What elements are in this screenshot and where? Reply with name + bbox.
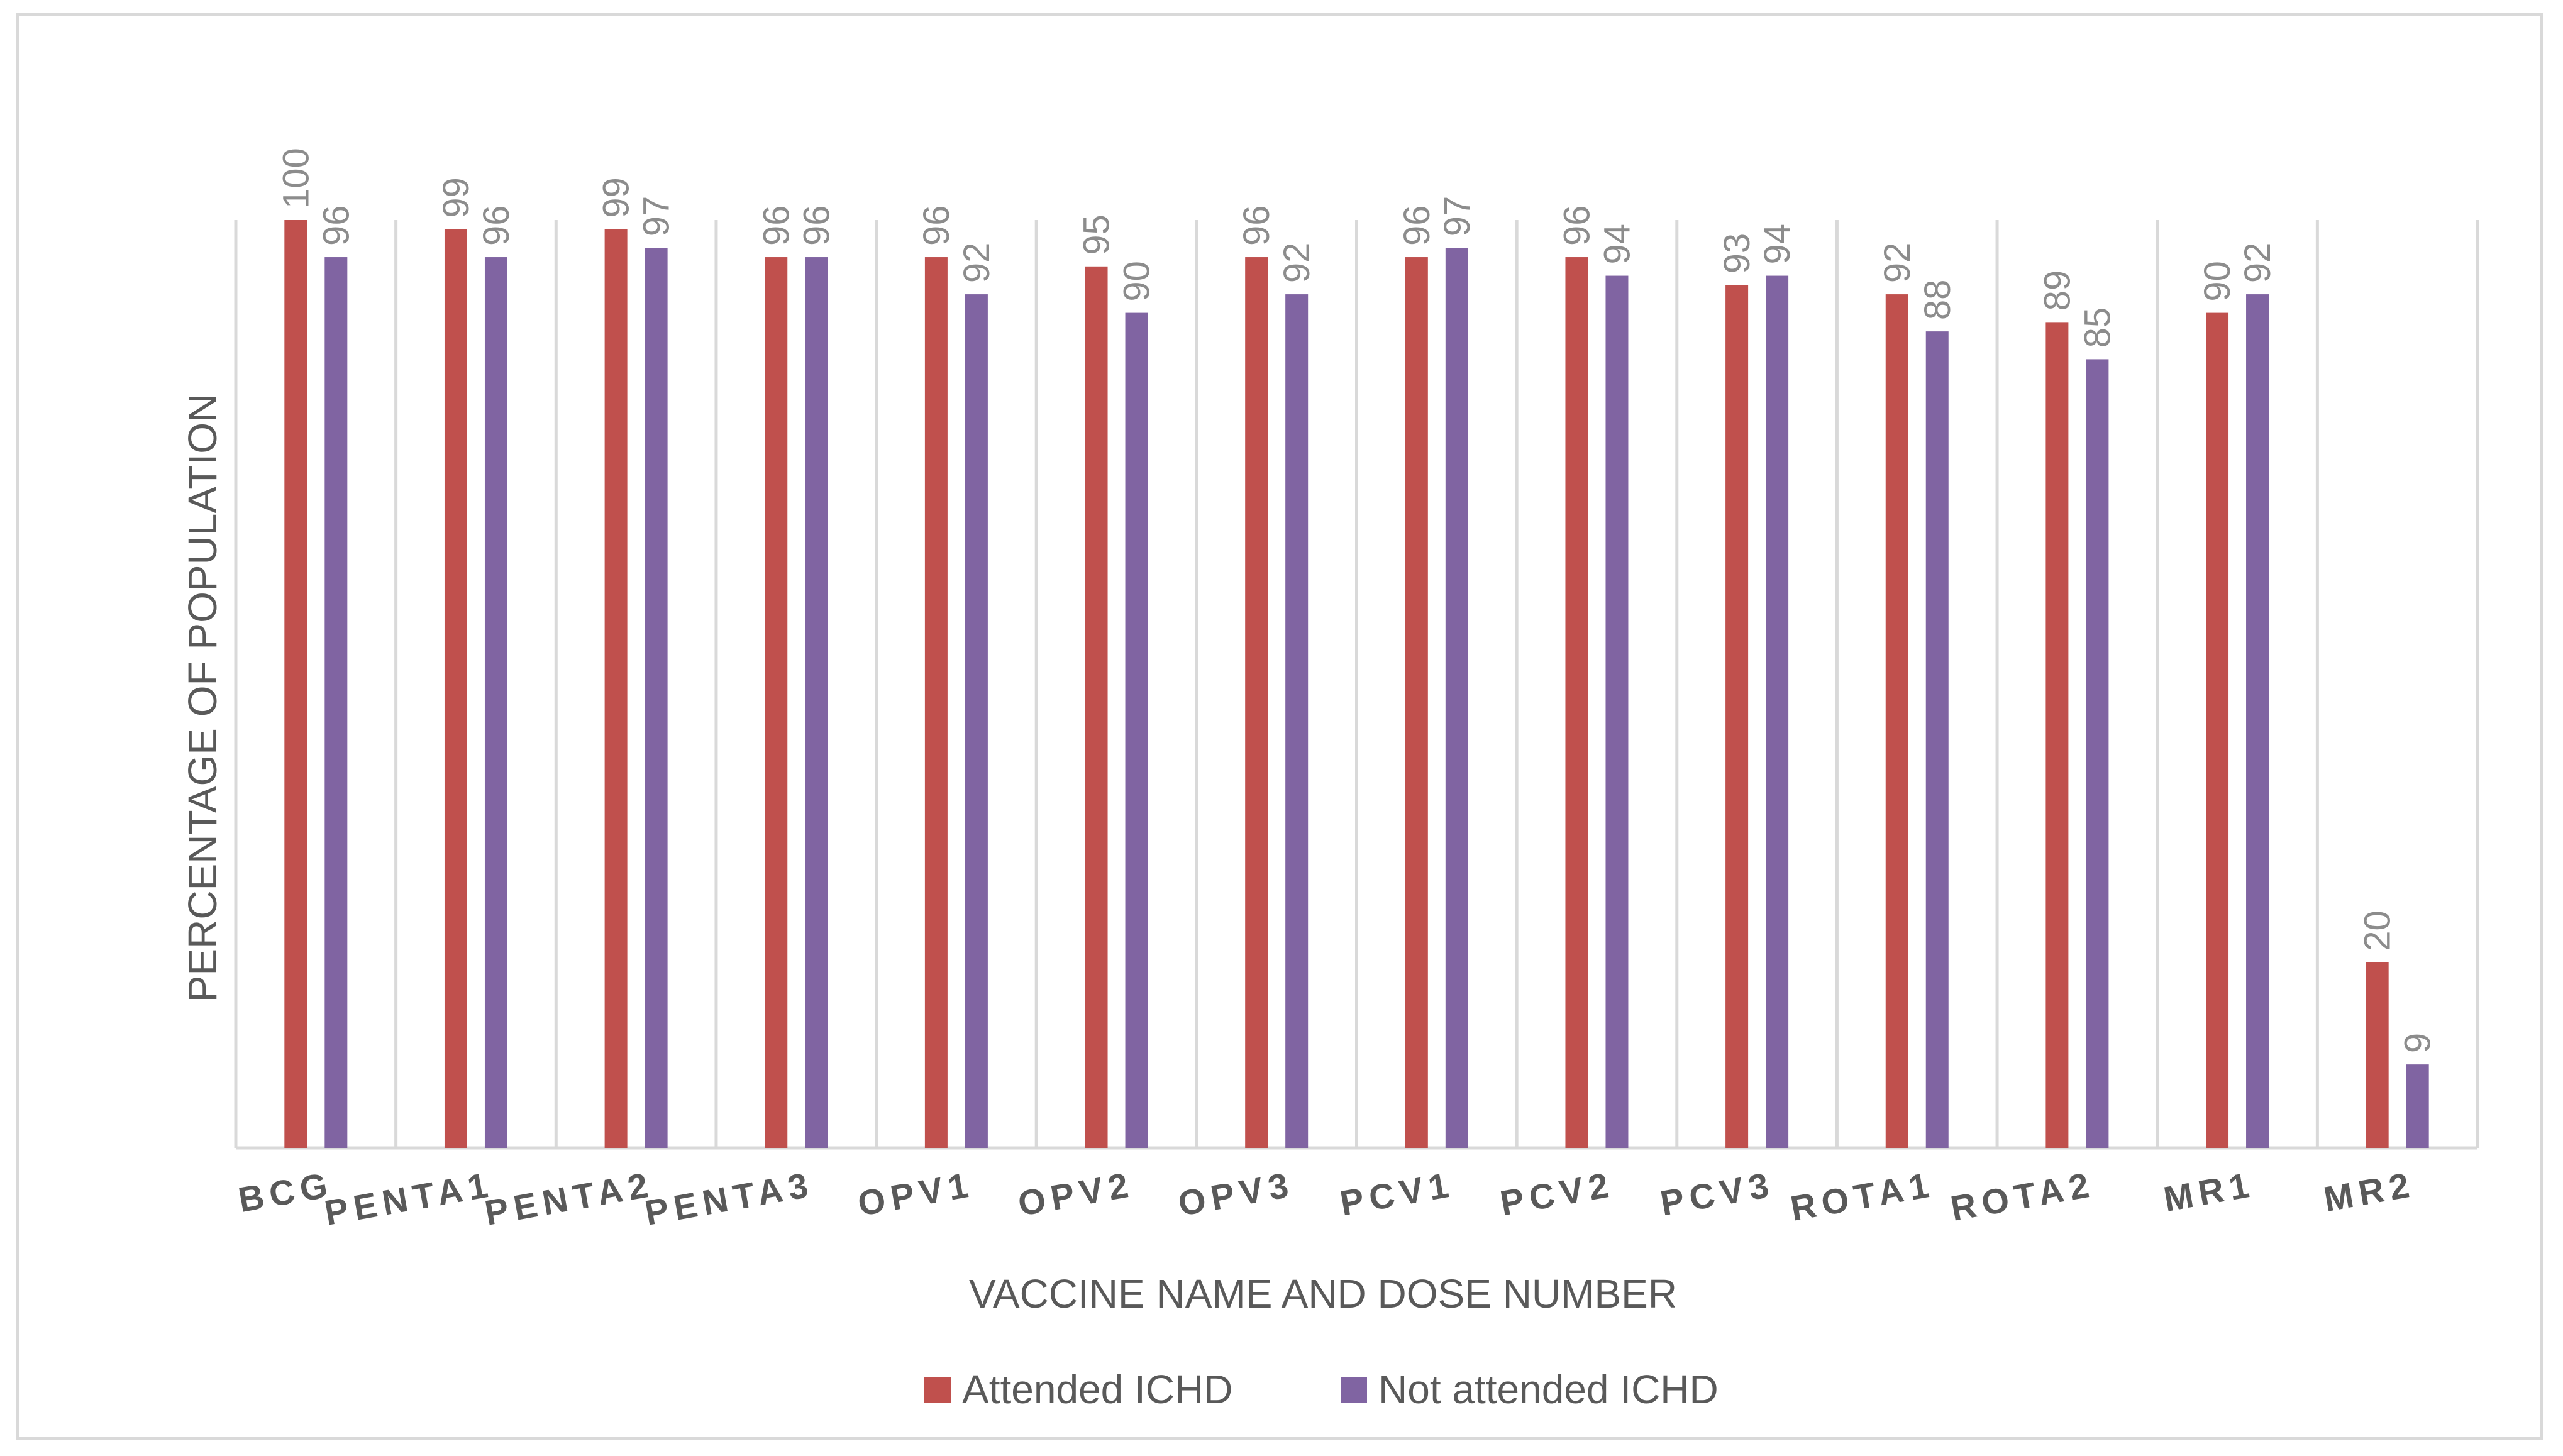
data-label: 99 <box>596 177 637 218</box>
data-label: 96 <box>796 206 837 246</box>
data-label: 93 <box>1717 233 1758 274</box>
data-label: 88 <box>1917 280 1958 321</box>
x-tick-label: PENTA2 <box>482 1164 656 1233</box>
data-label: 9 <box>2398 1033 2438 1053</box>
data-label: 92 <box>2237 243 2278 284</box>
bar-attended-penta1 <box>444 229 467 1148</box>
bar-not-attended-rota2 <box>2086 359 2109 1148</box>
bar-not-attended-penta1 <box>484 257 507 1148</box>
data-label: 95 <box>1077 214 1117 255</box>
legend-label-attended: Attended ICHD <box>962 1367 1232 1412</box>
x-tick-label: ROTA1 <box>1788 1164 1937 1228</box>
x-tick-label: OPV1 <box>855 1164 977 1223</box>
data-label: 96 <box>476 206 517 246</box>
bar-attended-pcv3 <box>1725 285 1749 1148</box>
bar-attended-bcg <box>284 220 307 1148</box>
bar-attended-pcv1 <box>1405 257 1428 1148</box>
data-label: 92 <box>956 243 997 284</box>
x-tick-label: MR1 <box>2161 1164 2257 1219</box>
data-label: 89 <box>2037 270 2078 311</box>
data-label: 96 <box>1236 206 1277 246</box>
bar-not-attended-bcg <box>324 257 348 1148</box>
data-label: 90 <box>1117 261 1158 302</box>
bar-attended-rota1 <box>1885 294 1908 1149</box>
x-tick-label: PENTA3 <box>642 1164 817 1233</box>
bar-not-attended-penta3 <box>805 257 828 1148</box>
legend-label-not-attended: Not attended ICHD <box>1378 1367 1719 1412</box>
legend: Attended ICHD Not attended ICHD <box>924 1367 1719 1412</box>
data-label: 94 <box>1757 224 1798 265</box>
bar-attended-opv2 <box>1085 266 1108 1148</box>
bar-attended-opv3 <box>1245 257 1268 1148</box>
bar-attended-mr1 <box>2206 312 2229 1149</box>
data-label: 94 <box>1597 224 1637 265</box>
data-label: 90 <box>2197 261 2238 302</box>
legend-swatch-not-attended <box>1341 1377 1367 1403</box>
data-label: 97 <box>636 196 677 237</box>
x-tick-label: OPV3 <box>1175 1164 1297 1223</box>
bar-attended-rota2 <box>2045 322 2069 1148</box>
x-tick-label: OPV2 <box>1015 1164 1137 1223</box>
bar-attended-mr2 <box>2366 962 2389 1148</box>
data-label: 96 <box>756 206 797 246</box>
bar-attended-penta3 <box>765 257 788 1148</box>
data-label: 92 <box>1276 243 1317 284</box>
bar-not-attended-rota1 <box>1925 331 1949 1148</box>
data-label: 92 <box>1877 243 1918 284</box>
bar-not-attended-opv1 <box>965 294 988 1149</box>
bar-not-attended-mr2 <box>2406 1064 2429 1148</box>
y-axis-title: PERCENTAGE OF POPULATION <box>180 394 225 1002</box>
bar-attended-pcv2 <box>1565 257 1588 1148</box>
bar-attended-opv1 <box>924 257 948 1148</box>
x-tick-label: PCV3 <box>1658 1164 1777 1223</box>
chart-frame <box>16 13 2543 1440</box>
bar-not-attended-opv2 <box>1125 312 1148 1149</box>
bar-not-attended-pcv1 <box>1445 248 1468 1148</box>
data-label: 100 <box>275 148 316 209</box>
bars <box>284 220 2429 1149</box>
x-tick-label: PENTA1 <box>321 1164 496 1233</box>
x-tick-label: PCV1 <box>1337 1164 1456 1223</box>
x-tick-label: BCG <box>235 1164 336 1220</box>
x-axis-title: VACCINE NAME AND DOSE NUMBER <box>969 1271 1677 1316</box>
data-label: 96 <box>316 206 357 246</box>
bar-not-attended-mr1 <box>2246 294 2269 1149</box>
data-label: 96 <box>1556 206 1597 246</box>
x-tick-label: PCV2 <box>1497 1164 1617 1223</box>
data-label: 96 <box>1397 206 1437 246</box>
bar-attended-penta2 <box>604 229 628 1148</box>
bar-not-attended-pcv3 <box>1766 275 1789 1148</box>
data-label: 99 <box>436 177 477 218</box>
x-tick-label: MR2 <box>2321 1164 2418 1219</box>
data-label: 85 <box>2077 307 2118 348</box>
data-label: 20 <box>2357 910 2398 951</box>
bar-not-attended-pcv2 <box>1605 275 1629 1148</box>
data-label: 96 <box>916 206 957 246</box>
data-label: 97 <box>1437 196 1478 237</box>
x-tick-label: ROTA2 <box>1947 1164 2097 1228</box>
bar-not-attended-penta2 <box>645 248 668 1148</box>
legend-swatch-attended <box>924 1377 951 1403</box>
bar-not-attended-opv3 <box>1285 294 1309 1149</box>
grid-lines <box>234 220 2479 1150</box>
